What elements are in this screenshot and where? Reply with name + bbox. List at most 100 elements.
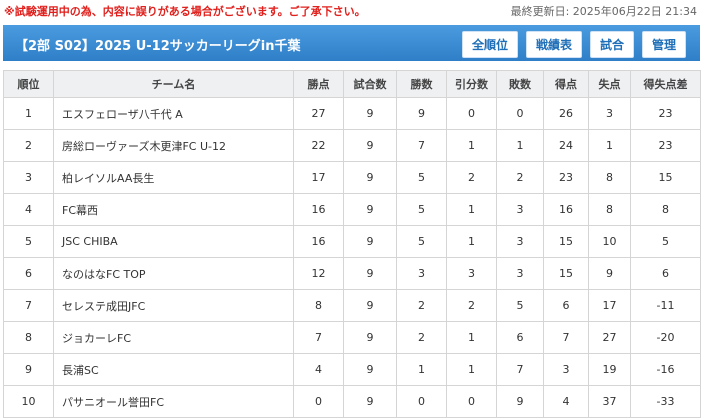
team-name: 柏レイソルAA長生 (53, 161, 294, 194)
updated-time: 最終更新日: 2025年06月22日 21:34 (510, 5, 697, 18)
cell: 2 (446, 289, 497, 322)
cell: 9 (496, 385, 544, 418)
team-name: 長浦SC (53, 353, 294, 386)
cell: 17 (293, 161, 344, 194)
cell: 5 (396, 225, 447, 258)
title: 【2部 S02】2025 U-12サッカーリーグin千葉 (15, 39, 301, 54)
cell: 19 (588, 353, 631, 386)
cell: 3 (496, 225, 544, 258)
cell: 9 (343, 193, 397, 226)
cell: 16 (293, 193, 344, 226)
cell: 27 (588, 321, 631, 354)
button-group: 全順位 戦績表 試合 管理 (461, 31, 686, 58)
cell: 6 (543, 289, 589, 322)
table-row: 9 長浦SC 4 9 1 1 7 3 19 -16 (3, 353, 701, 386)
cell: 3 (446, 257, 497, 290)
cell: 0 (293, 385, 344, 418)
column-header: 勝数 (396, 70, 447, 98)
cell: 23 (630, 129, 701, 162)
header-row: 順位 チーム名 勝点 試合数 勝数 引分数 敗数 得点 失点 得失点差 (3, 70, 701, 98)
cell: 1 (446, 129, 497, 162)
cell: 24 (543, 129, 589, 162)
cell: 1 (446, 353, 497, 386)
cell: 9 (343, 257, 397, 290)
team-name: セレステ成田JFC (53, 289, 294, 322)
cell: 4 (3, 193, 54, 226)
team-name: ジョカーレFC (53, 321, 294, 354)
cell: -16 (630, 353, 701, 386)
team-name: エスフェローザ八千代 A (53, 97, 294, 130)
cell: -33 (630, 385, 701, 418)
team-name: JSC CHIBA (53, 225, 294, 258)
cell: 1 (446, 193, 497, 226)
cell: 5 (630, 225, 701, 258)
cell: 7 (293, 321, 344, 354)
cell: 16 (293, 225, 344, 258)
cell: 0 (446, 97, 497, 130)
cell: 23 (630, 97, 701, 130)
cell: 8 (588, 193, 631, 226)
page: ※試験運用中の為、内容に誤りがある場合がございます。ご了承下さい。 最終更新日:… (3, 5, 701, 418)
header-bar: 【2部 S02】2025 U-12サッカーリーグin千葉 全順位 戦績表 試合 管理 (3, 25, 700, 61)
column-header: 得失点差 (630, 70, 701, 98)
cell: 9 (343, 225, 397, 258)
team-name: なのはなFC TOP (53, 257, 294, 290)
cell: 3 (543, 353, 589, 386)
cell: 1 (3, 97, 54, 130)
cell: 1 (446, 225, 497, 258)
table-row: 6 なのはなFC TOP 12 9 3 3 3 15 9 6 (3, 257, 701, 290)
cell: 3 (396, 257, 447, 290)
nav-button[interactable]: 管理 (641, 31, 686, 58)
cell: 9 (343, 321, 397, 354)
cell: 6 (630, 257, 701, 290)
column-header: 引分数 (446, 70, 497, 98)
cell: 2 (496, 161, 544, 194)
table-row: 2 房総ローヴァーズ木更津FC U-12 22 9 7 1 1 24 1 23 (3, 129, 701, 162)
nav-button[interactable]: 試合 (589, 31, 634, 58)
cell: 3 (496, 193, 544, 226)
cell: 27 (293, 97, 344, 130)
cell: 15 (543, 225, 589, 258)
cell: 1 (446, 321, 497, 354)
column-header: 試合数 (343, 70, 397, 98)
cell: 22 (293, 129, 344, 162)
nav-button[interactable]: 戦績表 (525, 31, 582, 58)
cell: -20 (630, 321, 701, 354)
cell: 4 (543, 385, 589, 418)
table-row: 5 JSC CHIBA 16 9 5 1 3 15 10 5 (3, 225, 701, 258)
cell: 9 (343, 97, 397, 130)
cell: 4 (293, 353, 344, 386)
column-header: 敗数 (496, 70, 544, 98)
table-row: 7 セレステ成田JFC 8 9 2 2 5 6 17 -11 (3, 289, 701, 322)
table-body: 1 エスフェローザ八千代 A 27 9 9 0 0 26 3 23 2 房総ローヴァーズ木更津FC U… (3, 97, 701, 418)
cell: 8 (3, 321, 54, 354)
cell: 10 (588, 225, 631, 258)
column-header: 順位 (3, 70, 54, 98)
team-name: 房総ローヴァーズ木更津FC U-12 (53, 129, 294, 162)
column-header: 勝点 (293, 70, 344, 98)
standings-table: 順位 チーム名 勝点 試合数 勝数 引分数 敗数 得点 失点 得失点差 1 エスフェローザ八千代 A… (3, 70, 701, 418)
cell: 7 (3, 289, 54, 322)
cell: 15 (630, 161, 701, 194)
notice: ※試験運用中の為、内容に誤りがある場合がございます。ご了承下さい。 (4, 5, 366, 18)
table-row: 4 FC幕西 16 9 5 1 3 16 8 8 (3, 193, 701, 226)
cell: 1 (588, 129, 631, 162)
cell: 23 (543, 161, 589, 194)
cell: 5 (3, 225, 54, 258)
cell: 1 (396, 353, 447, 386)
cell: 9 (396, 97, 447, 130)
column-header: 失点 (588, 70, 631, 98)
cell: 1 (496, 129, 544, 162)
cell: 9 (343, 353, 397, 386)
cell: 7 (396, 129, 447, 162)
table-row: 3 柏レイソルAA長生 17 9 5 2 2 23 8 15 (3, 161, 701, 194)
cell: 9 (343, 161, 397, 194)
team-name: パサニオール誉田FC (53, 385, 294, 418)
cell: 12 (293, 257, 344, 290)
cell: 8 (588, 161, 631, 194)
cell: 9 (343, 289, 397, 322)
cell: 9 (3, 353, 54, 386)
nav-button[interactable]: 全順位 (461, 31, 518, 58)
cell: 9 (588, 257, 631, 290)
cell: 3 (588, 97, 631, 130)
